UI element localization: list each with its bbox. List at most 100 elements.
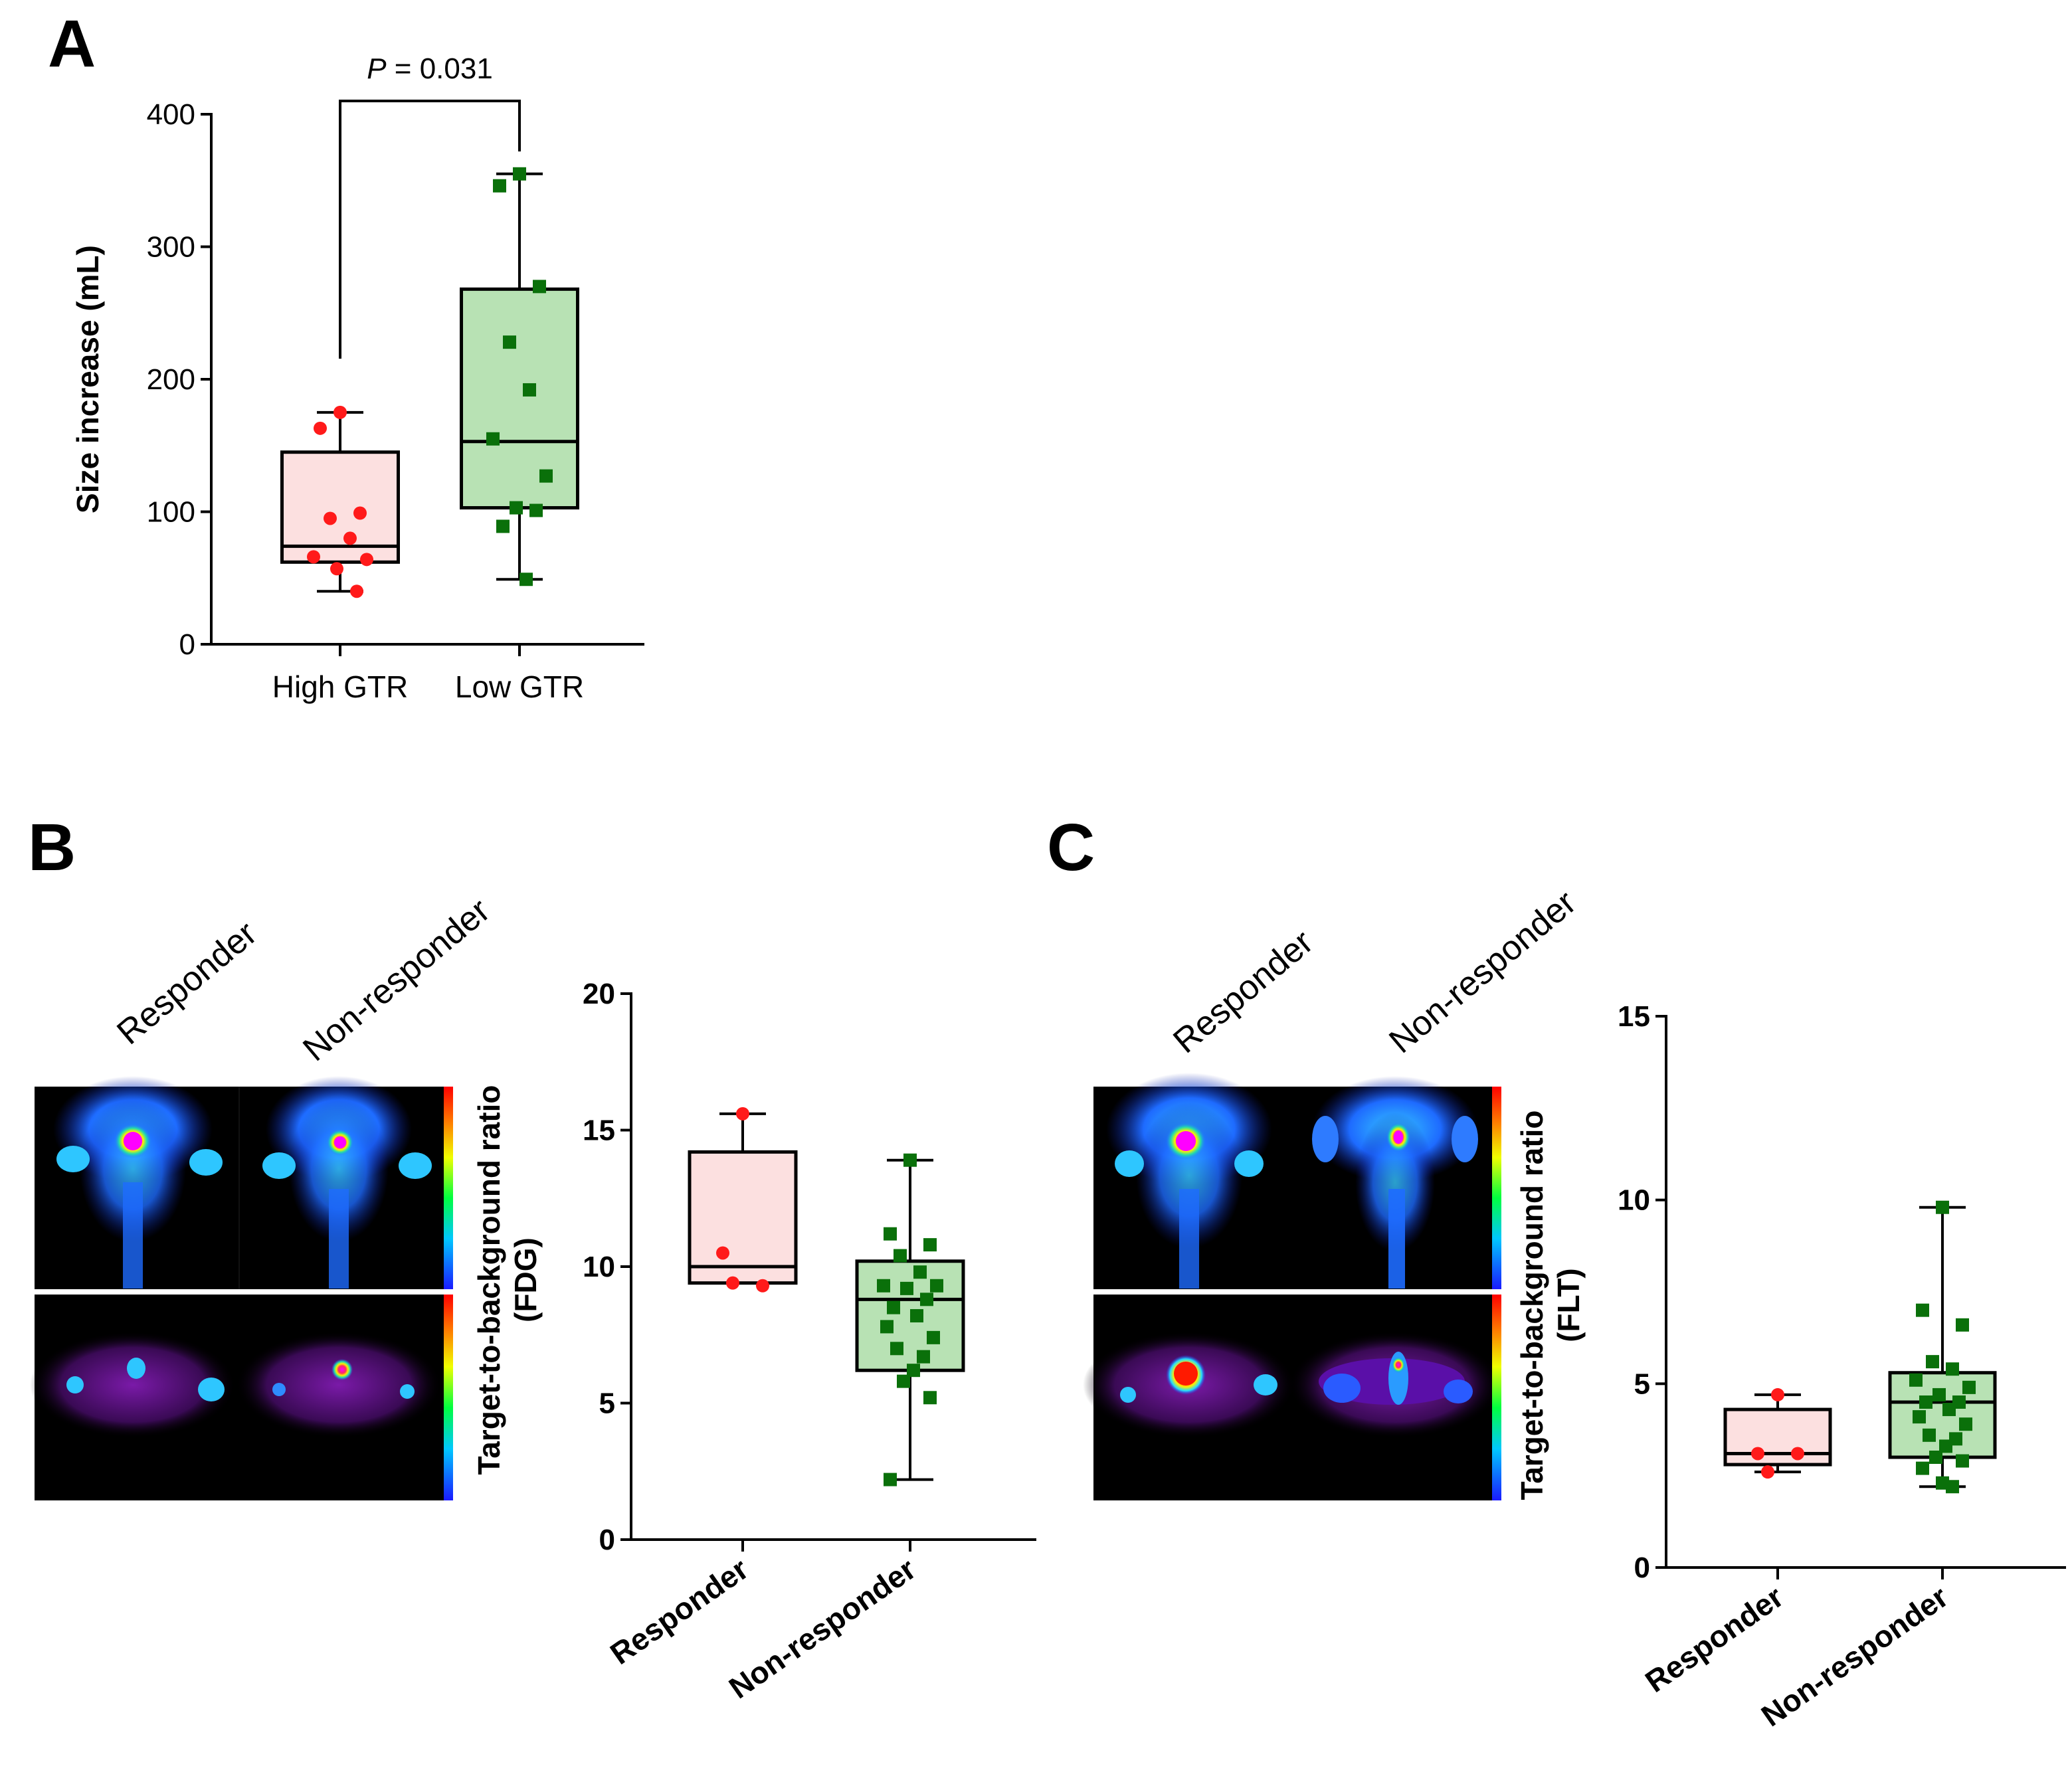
panel-letter-b: B [28,810,76,885]
data-point [726,1276,739,1290]
y-tick-label: 300 [147,231,195,264]
data-point [756,1279,769,1293]
colorbar-fdg-axial [444,1295,453,1500]
y-axis-label: Size increase (mL) [70,245,105,513]
data-point [1956,1318,1969,1332]
data-point [884,1227,897,1241]
image-col-label-responder-c: Responder [1166,923,1320,1061]
y-tick-label: 10 [1618,1184,1650,1217]
y-axis-label-unit: (FDG) [508,1237,543,1322]
x-tick-label: High GTR [272,670,408,704]
data-point [927,1330,940,1344]
data-point [529,503,543,517]
chart-c: 0 5 10 15 Target-to-background ratio (FLT) Res… [1515,1000,2066,1733]
data-point [533,280,546,294]
image-col-label-non-responder-c: Non-responder [1382,883,1583,1061]
data-point [716,1246,729,1260]
data-point [539,469,553,483]
data-point [1791,1447,1804,1461]
panel-letter-c: C [1047,810,1095,885]
data-point [330,562,343,576]
box [460,287,579,510]
data-point [324,511,337,525]
data-point [1913,1410,1926,1424]
colorbar-fdg-coronal [444,1087,453,1289]
data-point [907,1364,920,1378]
data-point [1771,1388,1784,1401]
data-point [884,1473,897,1486]
data-point [923,1391,937,1405]
box [688,1150,798,1285]
data-point [1919,1395,1932,1409]
colorbar-flt-coronal [1492,1087,1501,1289]
data-point [1939,1439,1952,1453]
data-point [894,1249,907,1263]
data-point [307,550,320,564]
y-tick-label: 15 [1618,1000,1650,1033]
data-point [350,584,363,598]
data-point [1916,1303,1929,1317]
data-point [513,167,526,181]
y-tick-label: 15 [583,1115,615,1147]
data-point [1929,1451,1942,1464]
y-axis-label-unit: (FLT) [1551,1268,1586,1342]
data-point [1751,1447,1764,1461]
data-point [880,1320,894,1334]
data-point [903,1153,917,1167]
data-point [890,1342,903,1356]
chart-b: 0 5 10 15 20 Target-to-background ratio (FDG) R… [472,978,1036,1705]
data-point [923,1238,937,1252]
data-point [496,519,510,533]
data-point [1942,1403,1956,1417]
x-tick-label: Responder [1639,1579,1790,1699]
significance-label: P = 0.031 [367,52,493,85]
y-tick-label: 0 [1634,1552,1650,1584]
data-point [1909,1373,1923,1387]
y-tick-label: 5 [1634,1368,1650,1400]
y-tick-label: 0 [179,628,195,661]
pet-images-flt: Responder Non-responder [1083,883,1583,1500]
data-point [913,1265,927,1279]
data-point [887,1300,900,1314]
data-point [523,383,536,397]
pet-images-fdg: Responder Non-responder [30,891,497,1500]
data-point [897,1374,910,1388]
data-point [519,573,533,586]
panel-letter-a: A [48,7,96,81]
data-point [503,335,516,349]
data-point [1946,1480,1959,1494]
data-point [1936,1200,1949,1214]
box [280,450,400,564]
data-point [1956,1454,1969,1468]
data-point [353,506,367,520]
data-point [930,1279,943,1293]
data-point [493,179,506,193]
y-tick-label: 200 [147,363,195,396]
y-tick-label: 5 [599,1388,615,1420]
image-col-label-responder: Responder [110,914,264,1052]
data-point [1923,1428,1936,1442]
x-tick-label: Low GTR [455,670,584,704]
data-point [917,1350,930,1364]
data-point [1946,1362,1959,1376]
y-axis-label: Target-to-background ratio [472,1085,506,1475]
chart-a: 0 100 200 300 400 Size increase (mL) High GTR L… [70,52,644,704]
data-point [314,421,327,435]
data-point [1916,1461,1929,1475]
data-point [1962,1380,1976,1394]
data-point [333,405,347,419]
data-point [920,1293,933,1306]
y-tick-label: 10 [583,1251,615,1283]
data-point [510,501,523,515]
y-tick-label: 400 [147,98,195,131]
data-point [877,1279,890,1293]
data-point [1932,1388,1946,1401]
data-point [360,553,373,567]
significance-bracket [339,100,521,359]
x-tick-label: Responder [604,1552,755,1671]
y-tick-label: 0 [599,1524,615,1556]
box [1723,1407,1832,1467]
data-point [900,1281,913,1295]
data-point [1959,1417,1972,1431]
